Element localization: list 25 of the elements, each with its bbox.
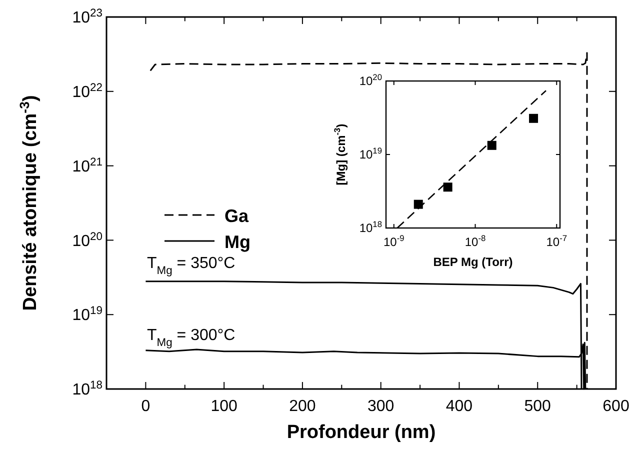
legend-label: Ga xyxy=(224,206,250,226)
x-tick-label: 10$^{-9}$ xyxy=(383,233,405,249)
x-tick-label: 400 xyxy=(446,398,473,415)
y-tick-label: 10$^{20}$ xyxy=(359,72,382,88)
y-tick-label: 10$^{20}$ xyxy=(72,230,102,250)
x-tick-label: 600 xyxy=(602,398,629,415)
legend-label: Mg xyxy=(224,232,250,252)
y-tick-label: 10$^{19}$ xyxy=(72,305,102,324)
x-axis-title: Profondeur (nm) xyxy=(286,422,436,443)
y-tick-label: 10$^{18}$ xyxy=(359,219,382,236)
y-tick-label: 10$^{18}$ xyxy=(72,380,102,399)
y-tick-label: 10$^{19}$ xyxy=(359,146,382,162)
annotation: T$_{Mg}$ = 300°C xyxy=(147,327,236,349)
x-tick-label: 0 xyxy=(141,398,150,415)
y-tick-label: 10$^{21}$ xyxy=(72,156,102,176)
x-tick-label: 10$^{-8}$ xyxy=(464,233,486,249)
x-axis-title: BEP Mg (Torr) xyxy=(433,255,513,269)
annotation: T$_{Mg}$ = 350°C xyxy=(147,255,236,277)
x-tick-label: 100 xyxy=(210,398,238,415)
x-tick-label: 300 xyxy=(367,398,394,415)
x-tick-label: 200 xyxy=(289,398,316,415)
y-tick-label: 10$^{23}$ xyxy=(72,8,102,27)
y-tick-label: 10$^{22}$ xyxy=(72,82,102,101)
x-tick-label: 500 xyxy=(524,398,552,415)
x-tick-label: 10$^{-7}$ xyxy=(546,233,568,249)
